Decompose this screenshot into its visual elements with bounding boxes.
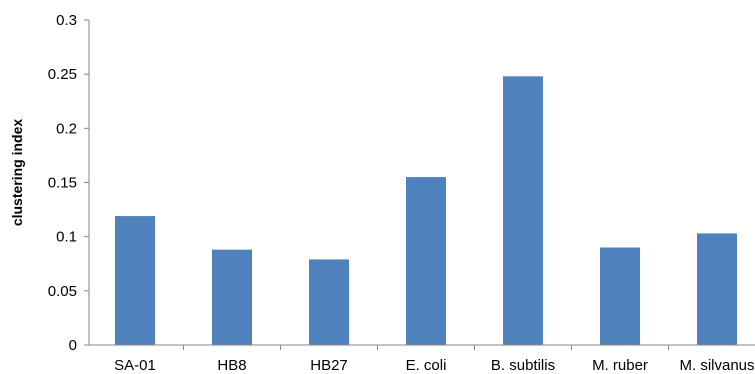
x-category-label: M. ruber [592,357,648,374]
x-category-label: HB8 [217,357,246,374]
y-tick-label: 0.25 [48,66,77,83]
x-category-label: SA-01 [114,357,156,374]
bar [212,249,252,345]
y-tick-label: 0.15 [48,175,77,192]
x-category-label: E. coli [406,357,447,374]
y-tick-label: 0.3 [56,12,77,29]
bar [309,259,349,345]
bar [115,216,155,345]
x-category-label: HB27 [310,357,348,374]
x-category-label: B. subtilis [491,357,555,374]
y-axis-title: clustering index [9,119,25,227]
y-tick-label: 0.05 [48,283,77,300]
x-axis-labels: SA-01 HB8 HB27 E. coli B. subtilis M. ruber M.… [114,357,754,374]
bar [697,233,737,345]
y-axis-ticks: 0 0.05 0.1 0.15 0.2 0.25 0.3 [48,12,669,354]
bars [115,76,737,345]
y-tick-label: 0.2 [56,120,77,137]
bar [600,247,640,345]
bar [406,177,446,345]
y-tick-label: 0.1 [56,229,77,246]
y-tick-label: 0 [69,337,77,354]
x-category-label: M. silvanus [679,357,754,374]
bar [503,76,543,345]
